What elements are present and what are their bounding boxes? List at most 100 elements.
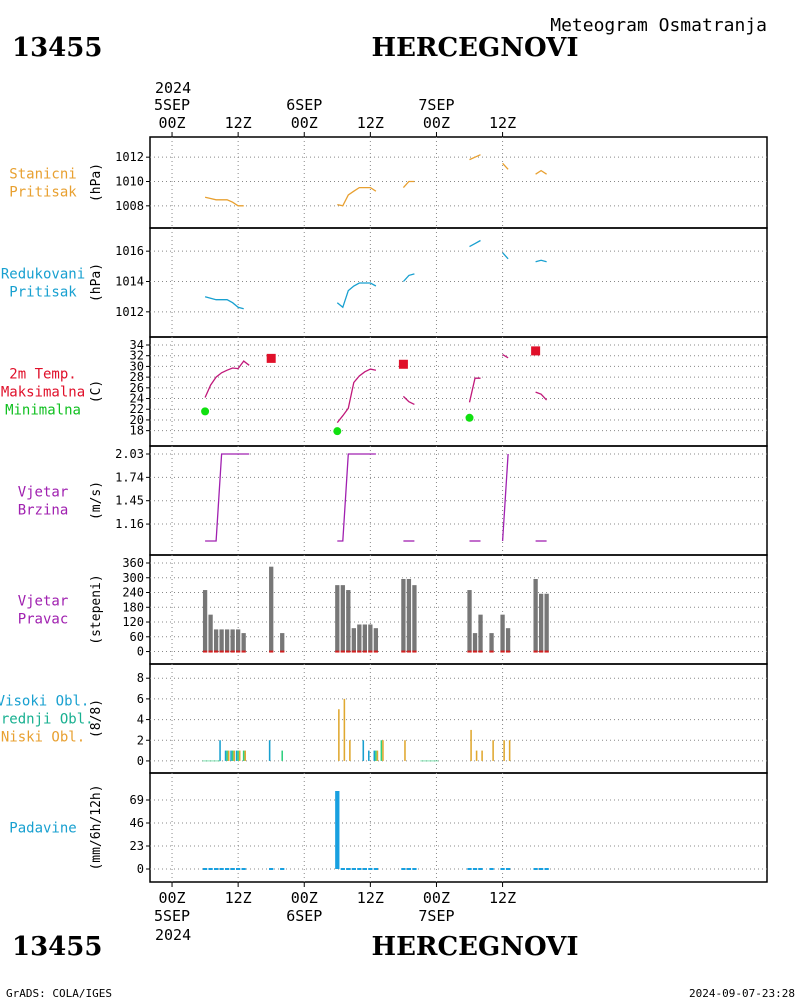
cloud-bar (376, 750, 379, 761)
panel-label: Stanicni (9, 167, 76, 183)
cloud-bar (404, 740, 406, 761)
cloud-bar (508, 740, 511, 761)
bar (467, 590, 472, 652)
y-tick-label: 18 (130, 424, 144, 438)
bar (472, 633, 478, 652)
bar (357, 624, 362, 652)
y-tick-label: 1012 (115, 150, 144, 164)
panel-frame (149, 227, 768, 338)
panel-label: Pritisak (9, 185, 77, 201)
x-tick-label-bottom: 12Z (225, 889, 252, 907)
y-tick-label: 0 (137, 862, 144, 876)
y-tick-label: 4 (137, 713, 144, 727)
y-tick-label: 1008 (115, 199, 144, 213)
series-line (336, 368, 377, 424)
panel-label: 2m Temp. (9, 367, 76, 383)
time-axis-bottom: 00Z 12Z 00Z 12Z 00Z 12Z 5SEP 6SEP 7SEP (154, 882, 516, 925)
panel-label: Redukovani (1, 267, 85, 283)
bar (340, 585, 345, 652)
y-tick-label: 24 (130, 392, 144, 406)
bar (219, 629, 224, 652)
time-axis-top: 00Z 12Z 00Z 12Z 00Z 12Z 5SEP 6SEP 7SEP (154, 96, 516, 137)
series-line (502, 162, 509, 170)
y-tick-label: 34 (130, 338, 144, 352)
max-temp-marker (398, 359, 408, 369)
x-tick-label-top: 00Z (158, 114, 185, 132)
y-tick-label: 69 (130, 793, 144, 807)
cloud-bar (281, 750, 283, 761)
timestamp: 2024-09-07-23:28 (689, 987, 795, 1000)
y-tick-label: 300 (122, 571, 144, 585)
bar (280, 633, 285, 652)
series-line (204, 360, 250, 398)
x-tick-label-top: 12Z (489, 114, 516, 132)
y-tick-label: 360 (122, 556, 144, 570)
y-axis-label: (C) (89, 380, 104, 403)
cloud-bar (362, 740, 365, 761)
panel-label: Vjetar (18, 594, 69, 610)
x-tick-label-top: 12Z (357, 114, 384, 132)
panel-label: Visoki Obl. (0, 694, 89, 710)
year-bottom: 2024 (155, 926, 191, 944)
bar (335, 585, 340, 652)
year-top: 2024 (155, 79, 191, 97)
y-axis-label: (stepeni) (89, 574, 104, 644)
cloud-bar (244, 750, 246, 761)
y-tick-label: 120 (122, 615, 144, 629)
panel-frame (149, 336, 768, 447)
series-line (204, 296, 244, 310)
min-temp-marker (465, 413, 474, 422)
cloud-bar (492, 740, 494, 761)
y-tick-label: 20 (130, 413, 144, 427)
bar (544, 593, 549, 652)
series-line (336, 282, 377, 309)
y-tick-label: 0 (137, 645, 144, 659)
cloud-bar (373, 750, 376, 761)
y-tick-label: 28 (130, 370, 144, 384)
station-name-bottom: HERCEGNOVI (372, 932, 579, 962)
cloud-bar (375, 750, 377, 761)
panel-label: Minimalna (5, 403, 81, 419)
min-temp-marker (201, 407, 210, 416)
cloud-bar (230, 750, 232, 761)
series-line (205, 453, 250, 542)
credit: GrADS: COLA/IGES (6, 987, 112, 1000)
cloud-bar (349, 740, 351, 761)
bar (373, 628, 379, 652)
bar (241, 633, 246, 652)
cloud-bar (233, 750, 235, 761)
panel-5: 0 2 4 6 8 (8/8)Visoki Obl. Srednji Obl. Niski O… (0, 663, 768, 774)
panel-label: Vjetar (18, 485, 69, 501)
day-label-bottom: 5SEP (154, 907, 190, 925)
y-tick-label: 1.74 (115, 470, 144, 484)
y-tick-label: 1010 (115, 175, 144, 189)
day-label-bottom: 6SEP (286, 907, 322, 925)
series-line (501, 453, 509, 542)
x-tick-label-bottom: 00Z (423, 889, 450, 907)
panel-frame (149, 663, 768, 774)
series-line (204, 196, 244, 207)
cloud-bar (237, 750, 239, 761)
station-id-bottom: 13455 (12, 932, 102, 962)
bar (235, 629, 241, 652)
cloud-bar (231, 750, 234, 761)
cloud-bar (503, 740, 505, 761)
y-tick-label: 240 (122, 586, 144, 600)
bar (335, 791, 340, 869)
y-tick-label: 1.16 (115, 517, 144, 531)
min-temp-marker (333, 427, 342, 436)
cloud-bar (481, 750, 483, 761)
cloud-bar (470, 729, 472, 761)
y-tick-label: 30 (130, 359, 144, 373)
bar (401, 578, 406, 652)
series-line (402, 273, 415, 282)
panels: 100810101012(hPa)StanicniPritisak1012101… (0, 136, 768, 883)
bar (538, 593, 544, 652)
day-label-top: 6SEP (286, 96, 322, 114)
panel-frame (149, 136, 768, 229)
cloud-bar (242, 750, 245, 761)
y-tick-label: 22 (130, 402, 144, 416)
y-tick-label: 23 (130, 839, 144, 853)
panel-label: Padavine (9, 821, 76, 837)
